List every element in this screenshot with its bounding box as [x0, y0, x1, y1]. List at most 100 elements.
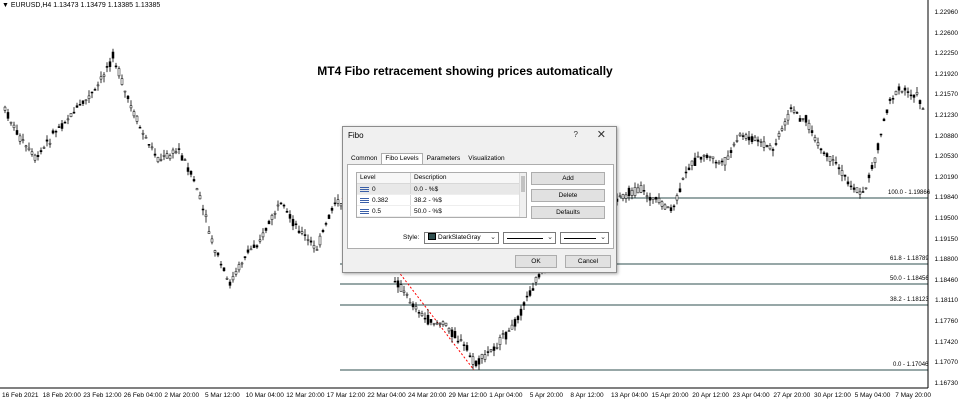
time-tick-label: 5 May 04:00 [854, 392, 891, 399]
price-tick-label: 1.22600 [934, 29, 959, 37]
candle-body [114, 65, 118, 68]
scrollbar-thumb[interactable] [521, 176, 525, 192]
candle-body [633, 187, 637, 196]
level-value: 0.382 [372, 196, 389, 204]
time-tick-label: 26 Feb 04:00 [123, 392, 163, 399]
level-description[interactable]: 0.0 - %$ [414, 185, 439, 193]
candle-body [789, 107, 793, 109]
candle-body [168, 155, 172, 160]
candle-body [96, 84, 100, 87]
candle-body [750, 136, 754, 142]
close-icon[interactable]: ✕ [596, 129, 606, 141]
cancel-button[interactable]: Cancel [565, 255, 611, 268]
price-tick-label: 1.17070 [934, 359, 959, 367]
candle-body [831, 159, 835, 161]
candle-body [651, 197, 655, 200]
candle-body [180, 155, 184, 161]
candle-body [873, 157, 877, 163]
candle-body [60, 123, 64, 129]
candle-body [843, 174, 847, 177]
candle-body [258, 239, 262, 242]
candle-body [324, 223, 328, 225]
line-width-select[interactable]: ⌄ [560, 232, 609, 244]
candle-body [117, 68, 121, 77]
candle-body [93, 89, 97, 91]
price-tick-label: 1.20530 [934, 153, 959, 161]
candle-body [687, 167, 691, 171]
price-tick-label: 1.17760 [934, 318, 959, 325]
candle-body [213, 250, 217, 253]
line-style-select[interactable]: ⌄ [503, 232, 556, 244]
candle-body [441, 321, 445, 325]
candle-body [207, 231, 211, 234]
candle-body [525, 295, 529, 298]
color-select[interactable]: DarkSlateGray ⌄ [424, 232, 499, 244]
candle-body [507, 330, 511, 332]
candle-body [162, 155, 166, 157]
candle-body [99, 76, 103, 80]
tab-fibo-levels[interactable]: Fibo Levels [381, 153, 423, 165]
tab-common[interactable]: Common [351, 155, 378, 162]
fibo-levels-panel: Level Description 0 0.0 - %$ 0.382 38.2 … [347, 164, 614, 249]
candle-body [201, 208, 205, 211]
level-value: 0 [372, 185, 376, 193]
candle-body [303, 234, 307, 236]
fibo-level-label: 100.0 - 1.19866 [888, 190, 931, 196]
candle-body [414, 306, 418, 310]
time-tick-label: 2 Mar 20:00 [164, 392, 200, 399]
candle-body [417, 312, 421, 314]
line-width-sample [564, 238, 596, 239]
candle-body [276, 204, 280, 207]
candle-body [309, 240, 313, 243]
candle-body [693, 157, 697, 166]
tab-visualization[interactable]: Visualization [468, 155, 505, 162]
price-tick-label: 1.19840 [934, 194, 959, 202]
candle-body [39, 150, 43, 153]
levels-table[interactable]: Level Description 0 0.0 - %$ 0.382 38.2 … [356, 172, 527, 218]
candle-body [297, 230, 301, 233]
table-row[interactable]: 0.382 38.2 - %$ [357, 195, 526, 206]
add-button[interactable]: Add [531, 172, 605, 185]
candle-body [321, 230, 325, 232]
candle-body [870, 165, 874, 169]
candle-body [279, 202, 283, 205]
candle-body [816, 142, 820, 146]
price-tick-label: 1.19500 [934, 215, 959, 222]
level-description[interactable]: 38.2 - %$ [414, 196, 442, 204]
time-tick-label: 13 Apr 04:00 [611, 392, 648, 399]
fibo-level-label: 61.8 - 1.18789 [890, 256, 929, 262]
candle-body [18, 135, 22, 142]
candle-body [636, 187, 640, 194]
time-tick-label: 27 Apr 20:00 [773, 392, 811, 399]
candle-body [282, 204, 286, 207]
tab-parameters[interactable]: Parameters [426, 155, 461, 162]
candle-body [855, 187, 859, 193]
candle-body [810, 130, 814, 133]
table-row[interactable]: 0 0.0 - %$ [357, 184, 526, 195]
candle-body [147, 144, 151, 146]
candle-body [63, 121, 67, 124]
candle-body [30, 151, 34, 155]
defaults-button[interactable]: Defaults [531, 206, 605, 219]
candle-body [399, 284, 403, 292]
candle-body [402, 290, 406, 293]
candle-body [627, 187, 631, 197]
price-tick-label: 1.20880 [934, 132, 959, 140]
candle-body [696, 155, 700, 158]
candle-body [456, 340, 460, 343]
candle-body [909, 94, 913, 97]
line-style-sample [507, 238, 543, 239]
candle-body [300, 231, 304, 234]
candle-body [765, 145, 769, 147]
level-description[interactable]: 50.0 - %$ [414, 207, 442, 215]
color-value: DarkSlateGray [438, 234, 481, 241]
delete-button[interactable]: Delete [531, 189, 605, 202]
table-row[interactable]: 0.5 50.0 - %$ [357, 206, 526, 217]
candle-body [450, 329, 454, 337]
header-description: Description [414, 174, 447, 181]
table-scrollbar[interactable] [519, 173, 526, 217]
candle-body [231, 276, 235, 281]
candle-body [123, 90, 127, 93]
help-icon[interactable]: ? [573, 130, 578, 139]
ok-button[interactable]: OK [515, 255, 557, 268]
